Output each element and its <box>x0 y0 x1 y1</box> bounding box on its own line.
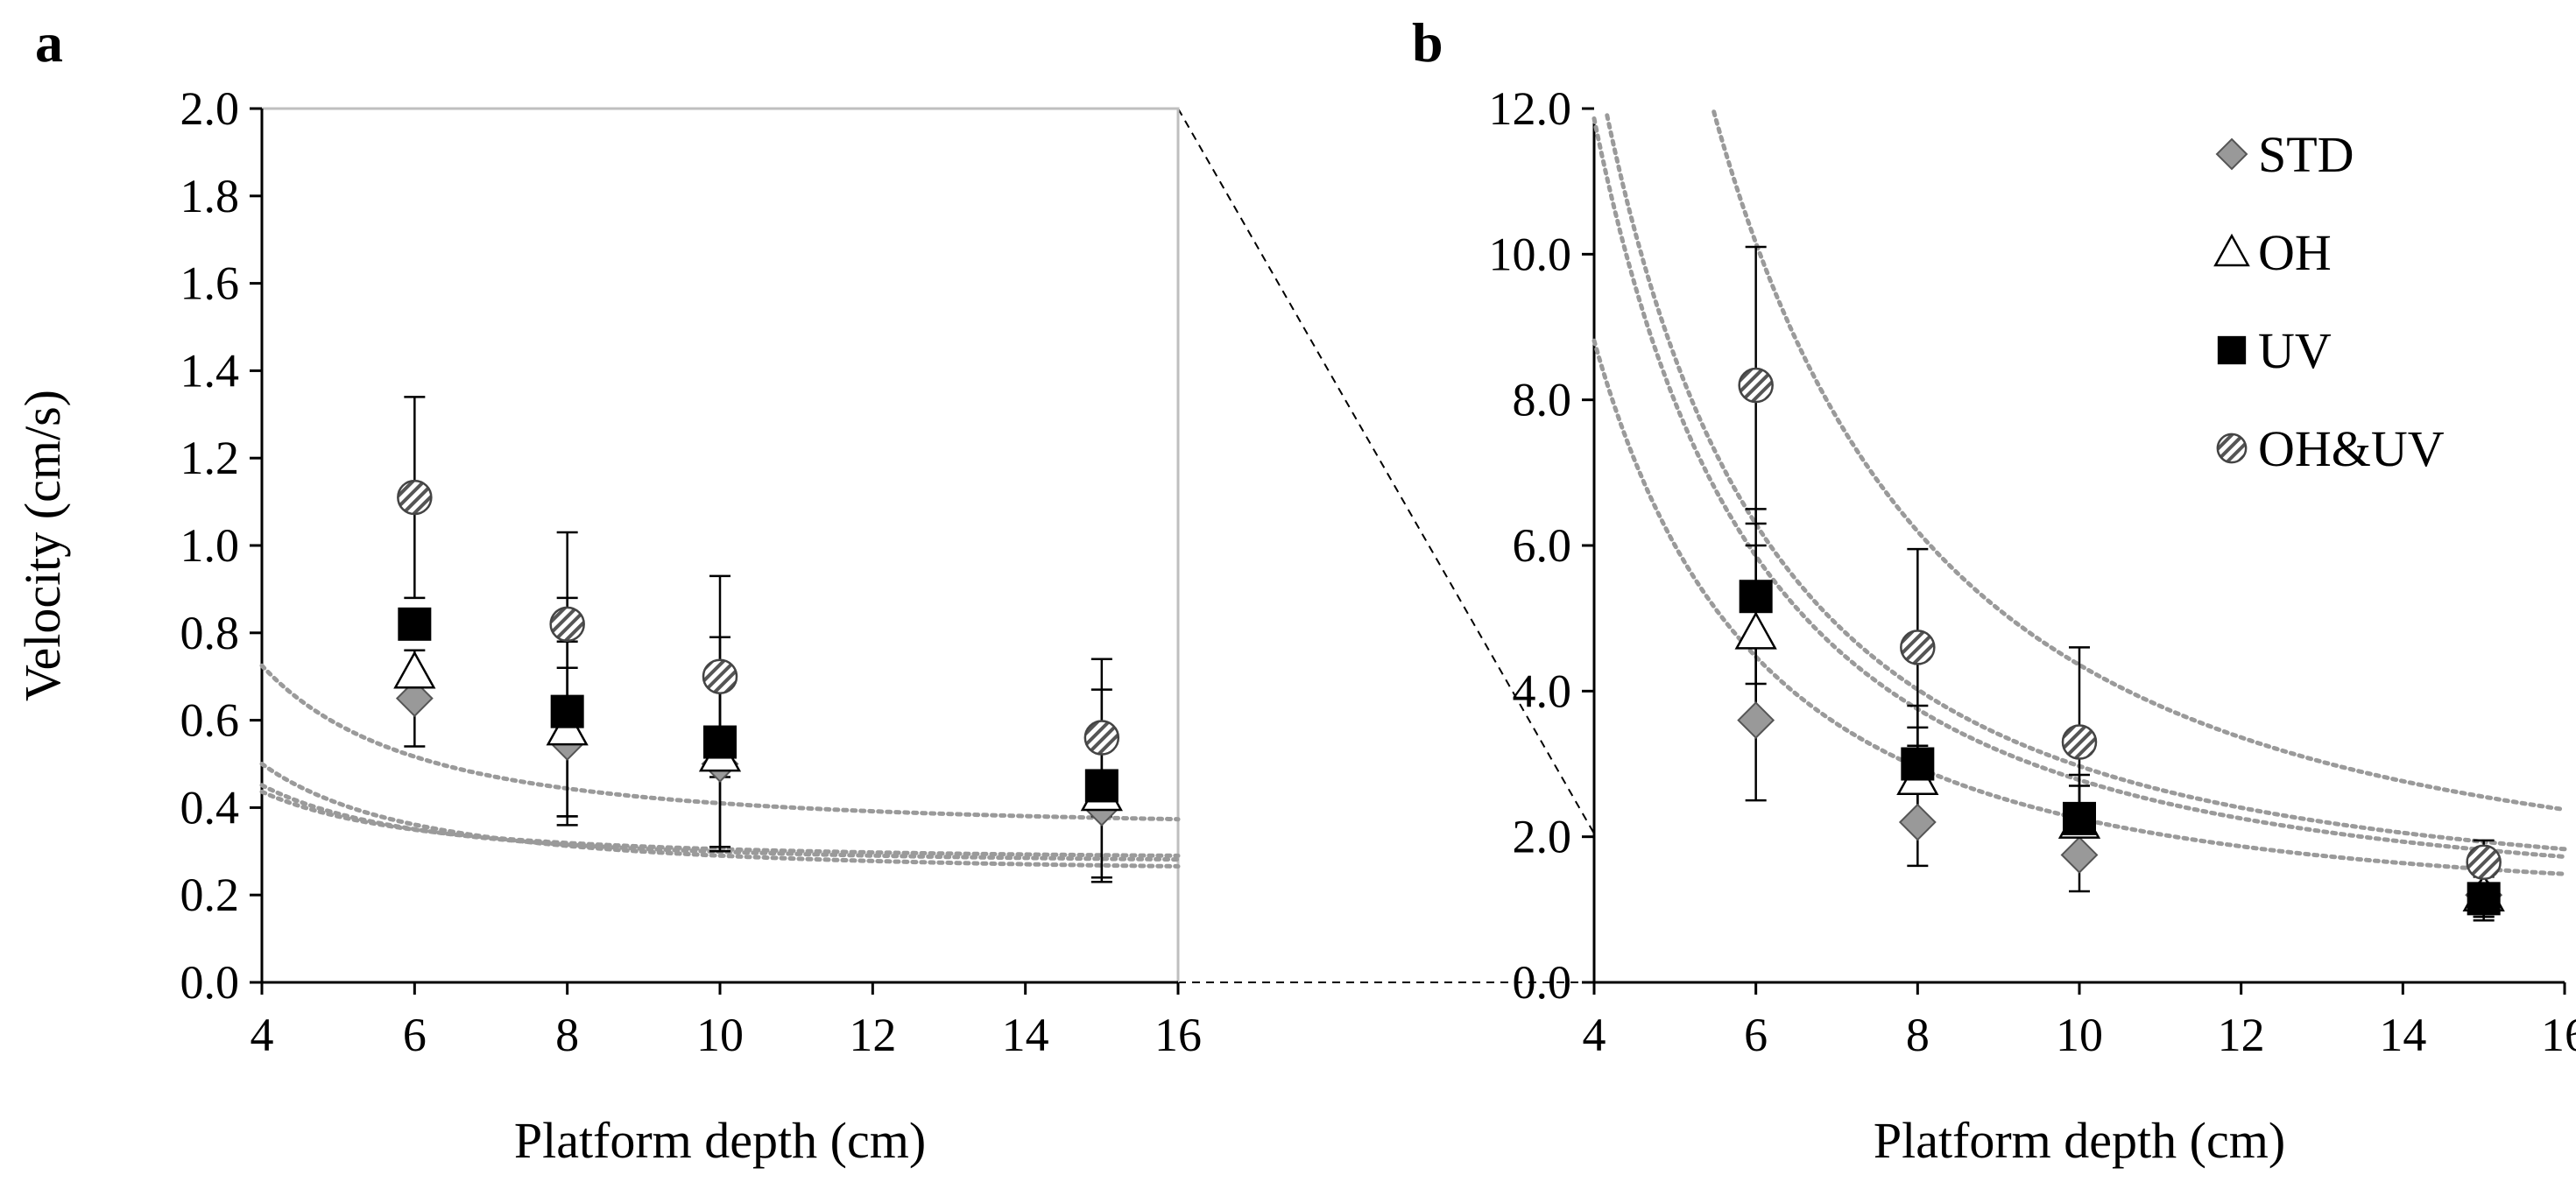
panel-a-y-tick-label-0.4: 0.4 <box>180 781 240 834</box>
panel-a-point-OH&UV-8 <box>549 606 585 643</box>
panel-a-x-tick-label-6: 6 <box>403 1009 427 1061</box>
panel-a-x-axis-title: Platform depth (cm) <box>514 1112 926 1169</box>
panel-b-y-tick-label-0.0: 0.0 <box>1513 956 1572 1009</box>
panel-a-x-tick-label-8: 8 <box>555 1009 579 1061</box>
panel-a-x-tick-label-14: 14 <box>1002 1009 1049 1061</box>
zoom-connector-top <box>1177 108 1595 834</box>
panel-a-y-tick-label-1.0: 1.0 <box>180 519 240 572</box>
panel-b-y-tick-label-10.0: 10.0 <box>1489 228 1572 280</box>
panel-a-y-tick-label-0.2: 0.2 <box>180 869 240 921</box>
panel-a-ticks: 4 6 8 10 12 14 16 0.0 0.2 0.4 0.6 0.8 1.0 1.2 1.4 1.6 1.… <box>180 82 1203 1061</box>
panel-b-legend: STD OH UV OH&UV <box>2213 126 2445 477</box>
panel-b-point-STD-10 <box>2060 836 2099 874</box>
panel-a-point-OH&UV-10 <box>702 658 738 694</box>
panel-a-point-OH-6 <box>393 651 436 689</box>
panel-b-x-axis-title: Platform depth (cm) <box>1874 1112 2285 1169</box>
panel-a: a 4 6 8 10 12 14 16 0.0 0.2 0.4 0.6 0.8 1.0 1.2 1.4 1.6… <box>14 11 1202 1169</box>
panel-b-x-tick-label-6: 6 <box>1744 1009 1768 1061</box>
panel-a-y-tick-label-0.0: 0.0 <box>180 956 240 1009</box>
legend-label-STD: STD <box>2258 126 2354 183</box>
panel-b-point-STD-6 <box>1737 701 1775 740</box>
panel-a-x-tick-label-4: 4 <box>251 1009 274 1061</box>
panel-b-x-tick-label-8: 8 <box>1906 1009 1930 1061</box>
panel-b-point-OH-6 <box>1734 611 1777 650</box>
panel-a-fit-UV <box>259 762 1181 869</box>
legend-label-OH: OH <box>2258 224 2332 281</box>
panel-a-y-tick-label-1.2: 1.2 <box>180 432 240 484</box>
panel-a-y-tick-label-2.0: 2.0 <box>180 82 240 135</box>
panel-a-markers <box>393 479 1123 827</box>
panel-b-x-tick-label-12: 12 <box>2218 1009 2265 1061</box>
panel-b-x-tick-label-14: 14 <box>2379 1009 2426 1061</box>
panel-b: b 4 6 8 10 12 14 16 0.0 2.0 4.0 6.0 8.0 10.0 12.0 Pla… <box>1412 11 2576 1169</box>
panel-a-point-STD-6 <box>395 679 434 718</box>
legend-label-OH&UV: OH&UV <box>2258 420 2445 477</box>
panel-b-point-OH&UV-15 <box>2466 844 2502 881</box>
panel-b-error-bars <box>1745 245 2495 922</box>
panel-a-y-tick-label-0.6: 0.6 <box>180 694 240 747</box>
panel-b-point-OH&UV-6 <box>1738 367 1774 404</box>
panel-a-error-bars <box>404 396 1112 883</box>
panel-b-y-tick-label-8.0: 8.0 <box>1513 374 1572 426</box>
panel-b-point-UV-10 <box>2063 801 2096 835</box>
panel-a-point-UV-8 <box>550 694 584 728</box>
panel-a-point-UV-15 <box>1084 769 1119 803</box>
panel-b-point-UV-6 <box>1739 580 1773 614</box>
panel-b-fit-OH&UV <box>1711 109 2567 813</box>
panel-a-label: a <box>35 11 63 74</box>
legend-marker-UV <box>2217 335 2247 365</box>
legend-marker-STD <box>2215 137 2248 171</box>
panel-a-x-tick-label-10: 10 <box>696 1009 744 1061</box>
panel-a-point-OH&UV-15 <box>1083 720 1120 756</box>
legend-marker-OH&UV <box>2216 433 2248 464</box>
panel-b-y-tick-label-6.0: 6.0 <box>1513 519 1572 572</box>
panel-a-point-UV-10 <box>703 725 737 759</box>
panel-a-x-tick-label-12: 12 <box>849 1009 896 1061</box>
panel-b-point-UV-15 <box>2467 882 2501 916</box>
panel-a-point-OH&UV-6 <box>397 479 433 516</box>
legend-marker-OH <box>2213 233 2250 267</box>
panel-a-y-tick-label-1.4: 1.4 <box>180 344 240 397</box>
panel-b-fit-UV <box>1605 113 2567 852</box>
legend-label-UV: UV <box>2258 322 2332 379</box>
panel-b-point-STD-8 <box>1898 803 1937 841</box>
panel-a-y-tick-label-1.6: 1.6 <box>180 257 240 310</box>
panel-b-point-OH&UV-8 <box>1900 630 1936 665</box>
panel-b-x-tick-label-10: 10 <box>2056 1009 2103 1061</box>
panel-b-point-UV-8 <box>1901 747 1935 781</box>
panel-b-markers <box>1734 367 2505 916</box>
panel-a-y-tick-label-1.8: 1.8 <box>180 170 240 222</box>
panel-b-y-tick-label-2.0: 2.0 <box>1513 811 1572 863</box>
panel-a-point-UV-6 <box>398 607 432 641</box>
panel-b-ticks: 4 6 8 10 12 14 16 0.0 2.0 4.0 6.0 8.0 10.0 12.0 <box>1489 82 2576 1061</box>
panel-a-y-tick-label-0.8: 0.8 <box>180 607 240 659</box>
panel-b-y-tick-label-12.0: 12.0 <box>1489 82 1572 135</box>
panel-b-x-tick-label-16: 16 <box>2541 1009 2576 1061</box>
panel-a-y-axis-title: Velocity (cm/s) <box>14 390 71 701</box>
panel-b-x-tick-label-4: 4 <box>1583 1009 1606 1061</box>
panel-b-point-OH&UV-10 <box>2061 724 2098 760</box>
panel-a-x-tick-label-16: 16 <box>1154 1009 1202 1061</box>
panel-b-y-tick-label-4.0: 4.0 <box>1513 665 1572 717</box>
panel-b-label: b <box>1412 11 1443 74</box>
